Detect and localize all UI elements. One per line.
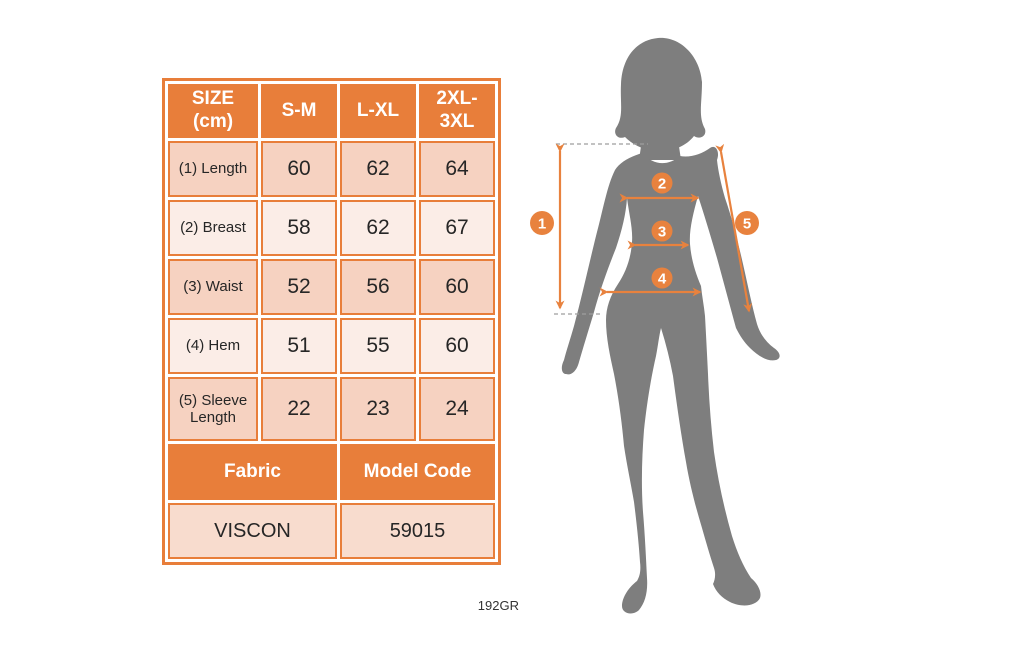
marker-number: 4 [658, 271, 667, 288]
row-label: (4) Hem [168, 318, 258, 374]
marker-number: 5 [743, 216, 751, 233]
breast-lxl: 62 [340, 200, 416, 256]
marker-2: 2 [651, 172, 673, 194]
marker-circle [735, 211, 759, 235]
marker-number: 3 [658, 224, 666, 241]
size-unit-header: SIZE (cm) [168, 84, 258, 138]
size-table-header-row: SIZE (cm) S-M L-XL 2XL-3XL [168, 84, 495, 138]
row-label: (1) Length [168, 141, 258, 197]
model-code-value: 59015 [340, 503, 495, 559]
hem-2xl3xl: 60 [419, 318, 495, 374]
marker-3: 3 [651, 220, 673, 242]
sleeve-measure-arrow [715, 143, 753, 313]
breast-sm: 58 [261, 200, 337, 256]
weight-footnote: 192GR [477, 598, 519, 613]
measurement-figure: 1 2 3 4 5 [530, 18, 800, 622]
model-code-header: Model Code [340, 444, 495, 500]
table-row-sleeve-length: (5) Sleeve Length 22 23 24 [168, 377, 495, 441]
column-header-sm: S-M [261, 84, 337, 138]
hem-lxl: 55 [340, 318, 416, 374]
marker-4: 4 [651, 267, 673, 289]
column-header-lxl: L-XL [340, 84, 416, 138]
table-row-length: (1) Length 60 62 64 [168, 141, 495, 197]
info-header-row: Fabric Model Code [168, 444, 495, 500]
body-silhouette-diagram: 1 2 3 4 5 [530, 37, 780, 614]
marker-circle [530, 211, 554, 235]
fabric-value: VISCON [168, 503, 337, 559]
length-lxl: 62 [340, 141, 416, 197]
marker-circle [651, 172, 673, 194]
waist-sm: 52 [261, 259, 337, 315]
length-2xl3xl: 64 [419, 141, 495, 197]
length-sm: 60 [261, 141, 337, 197]
waist-lxl: 56 [340, 259, 416, 315]
size-table: SIZE (cm) S-M L-XL 2XL-3XL (1) Length 60… [162, 78, 501, 565]
sleeve-lxl: 23 [340, 377, 416, 441]
column-header-2xl3xl: 2XL-3XL [419, 84, 495, 138]
table-row-waist: (3) Waist 52 56 60 [168, 259, 495, 315]
breast-2xl3xl: 67 [419, 200, 495, 256]
waist-2xl3xl: 60 [419, 259, 495, 315]
sleeve-sm: 22 [261, 377, 337, 441]
sleeve-2xl3xl: 24 [419, 377, 495, 441]
marker-5: 5 [735, 211, 759, 235]
row-label: (5) Sleeve Length [168, 377, 258, 441]
female-silhouette [561, 37, 780, 614]
marker-number: 2 [658, 176, 666, 193]
row-label: (2) Breast [168, 200, 258, 256]
marker-circle [651, 220, 673, 242]
table-row-hem: (4) Hem 51 55 60 [168, 318, 495, 374]
marker-1: 1 [530, 211, 554, 235]
fabric-header: Fabric [168, 444, 337, 500]
marker-circle [651, 267, 673, 289]
marker-number: 1 [538, 216, 546, 233]
table-row-breast: (2) Breast 58 62 67 [168, 200, 495, 256]
hem-sm: 51 [261, 318, 337, 374]
row-label: (3) Waist [168, 259, 258, 315]
info-value-row: VISCON 59015 [168, 503, 495, 559]
